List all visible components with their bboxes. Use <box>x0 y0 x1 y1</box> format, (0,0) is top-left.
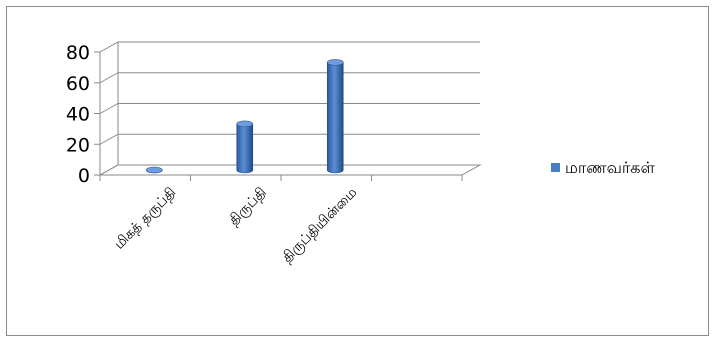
axes <box>99 42 463 181</box>
bar-body <box>326 62 344 174</box>
bar-top <box>326 59 344 66</box>
y-tick-label: 40 <box>66 104 90 126</box>
legend-swatch <box>551 163 560 172</box>
legend: மாணவர்கள் <box>551 158 656 177</box>
x-category-label: மிகத் தருப்தி <box>111 185 179 253</box>
legend-label: மாணவர்கள் <box>565 158 656 177</box>
y-tick-label: 20 <box>66 134 90 156</box>
bar <box>236 120 254 174</box>
y-tick-label: 60 <box>66 73 90 95</box>
bar-top <box>236 120 254 128</box>
chart-walls <box>98 42 482 176</box>
bar <box>326 59 344 174</box>
x-axis-labels: மிகத் தருப்தி திருப்தி திருப்தியின்மை <box>111 185 360 266</box>
bar <box>145 166 163 174</box>
x-category-label: திருப்தி <box>226 185 270 229</box>
x-category-label: திருப்தியின்மை <box>279 185 360 266</box>
y-tick-label: 0 <box>78 165 90 187</box>
bar-body <box>236 123 254 174</box>
y-tick-label: 80 <box>66 42 90 64</box>
bar-top <box>145 166 163 174</box>
bars <box>145 59 344 174</box>
y-axis-ticks: 0 20 40 60 80 <box>66 42 100 187</box>
